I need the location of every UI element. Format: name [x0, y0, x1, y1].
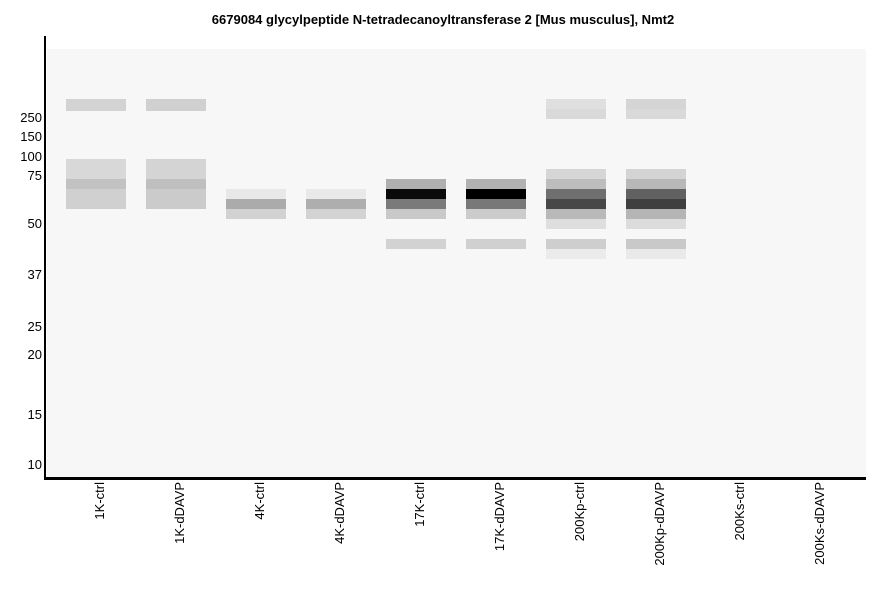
gel-band [66, 179, 126, 189]
gel-band [626, 179, 686, 189]
gel-band [146, 99, 206, 111]
lane-label-4K-dDAVP: 4K-dDAVP [332, 482, 347, 544]
y-tick-label-150: 150 [20, 129, 42, 144]
gel-band [546, 169, 606, 179]
gel-band [386, 179, 446, 189]
gel-band [626, 209, 686, 219]
y-tick-label-10: 10 [27, 457, 42, 472]
y-tick-label-100: 100 [20, 149, 42, 164]
lane-label-17K-dDAVP: 17K-dDAVP [492, 482, 507, 552]
lane-label-17K-ctrl: 17K-ctrl [412, 482, 427, 527]
y-tick-label-15: 15 [27, 407, 42, 422]
gel-band [546, 199, 606, 209]
gel-band [546, 99, 606, 109]
gel-band [626, 109, 686, 119]
lane-label-200Ks-ctrl: 200Ks-ctrl [732, 482, 747, 541]
lane-label-200Kp-ctrl: 200Kp-ctrl [572, 482, 587, 542]
plot-area [47, 49, 866, 478]
gel-band [626, 249, 686, 259]
gel-band [66, 99, 126, 111]
gel-band [386, 239, 446, 249]
gel-band [626, 189, 686, 199]
x-axis-line [44, 477, 866, 480]
lane-label-4K-ctrl: 4K-ctrl [252, 482, 267, 520]
gel-band [546, 109, 606, 119]
y-axis-line [44, 36, 46, 480]
y-tick-label-37: 37 [27, 267, 42, 282]
gel-band [626, 239, 686, 249]
gel-band [546, 179, 606, 189]
gel-band [306, 189, 366, 199]
gel-band [466, 199, 526, 209]
gel-band [466, 189, 526, 199]
gel-band [146, 179, 206, 189]
y-tick-label-20: 20 [27, 347, 42, 362]
gel-band [626, 199, 686, 209]
y-tick-label-250: 250 [20, 110, 42, 125]
gel-band [306, 199, 366, 209]
gel-band [226, 199, 286, 209]
y-tick-label-75: 75 [27, 168, 42, 183]
gel-band [466, 239, 526, 249]
gel-band [146, 159, 206, 179]
lane-label-1K-dDAVP: 1K-dDAVP [172, 482, 187, 544]
gel-band [386, 189, 446, 199]
gel-band [226, 189, 286, 199]
y-tick-label-50: 50 [27, 216, 42, 231]
gel-band [306, 209, 366, 219]
gel-band [466, 179, 526, 189]
gel-band [66, 189, 126, 209]
gel-band [546, 189, 606, 199]
lane-label-200Kp-dDAVP: 200Kp-dDAVP [652, 482, 667, 566]
gel-band [626, 169, 686, 179]
gel-band [146, 189, 206, 209]
lane-label-1K-ctrl: 1K-ctrl [92, 482, 107, 520]
gel-band [626, 219, 686, 229]
gel-band [226, 209, 286, 219]
gel-band [386, 209, 446, 219]
gel-band [386, 199, 446, 209]
gel-band [546, 209, 606, 219]
lane-label-200Ks-dDAVP: 200Ks-dDAVP [812, 482, 827, 565]
gel-band [546, 239, 606, 249]
chart-title: 6679084 glycylpeptide N-tetradecanoyltra… [211, 12, 675, 27]
gel-band [546, 219, 606, 229]
gel-band [546, 249, 606, 259]
gel-band [466, 209, 526, 219]
gel-band [626, 99, 686, 109]
gel-band [66, 159, 126, 179]
y-tick-label-25: 25 [27, 319, 42, 334]
